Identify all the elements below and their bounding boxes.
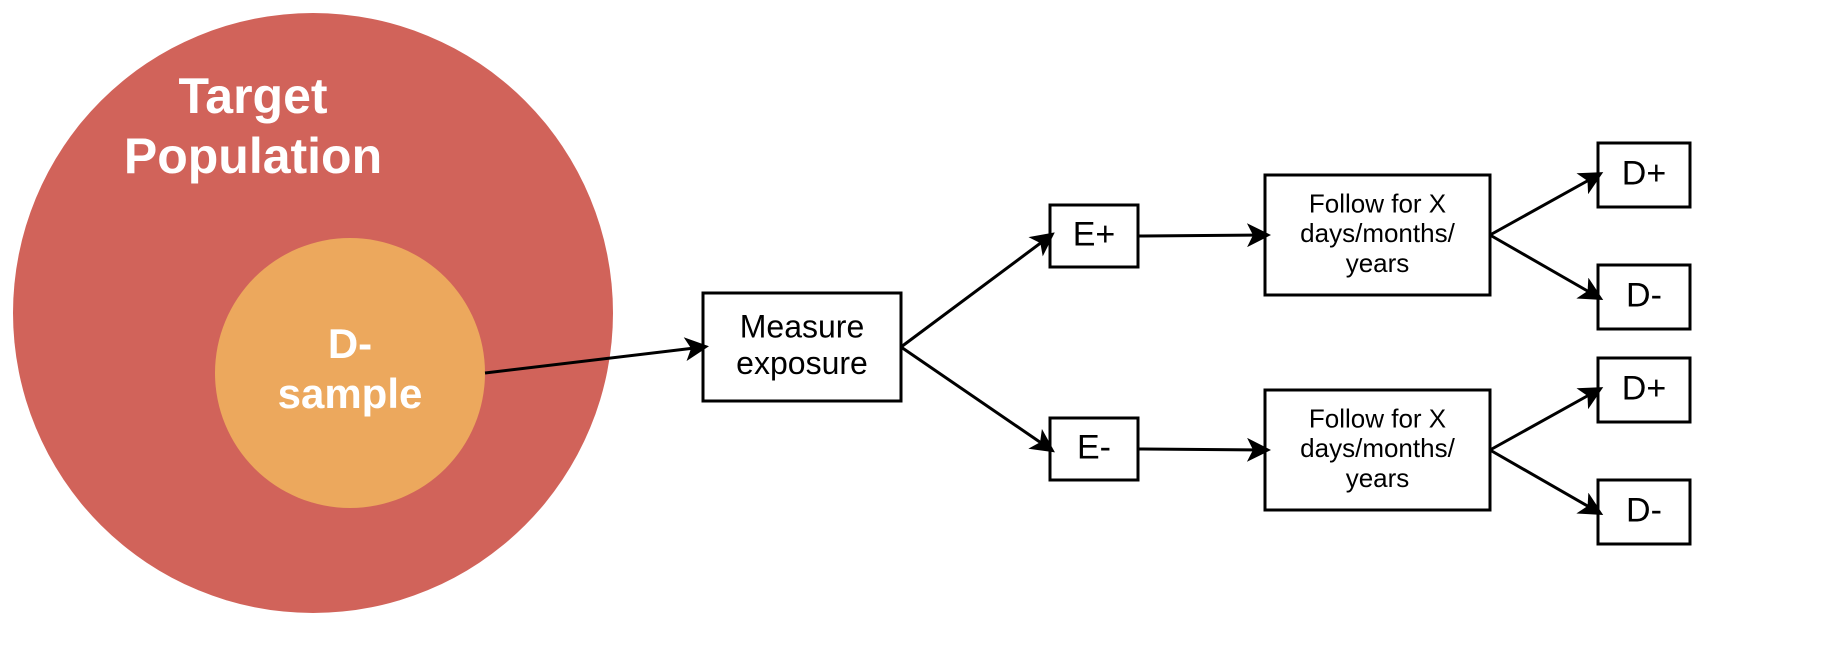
d-minus-top-box: D- — [1598, 265, 1690, 329]
cohort-study-diagram: Target Population D- sample Measure expo… — [0, 0, 1835, 657]
follow-top-label-2: days/months/ — [1300, 218, 1455, 248]
arrow-measure-to-e_plus — [901, 236, 1050, 347]
target-population-label-2: Population — [124, 128, 382, 184]
d-plus-top-label: D+ — [1622, 154, 1666, 192]
follow-top-box: Follow for X days/months/ years — [1265, 175, 1490, 295]
d-plus-top-box: D+ — [1598, 143, 1690, 207]
d-plus-bottom-box: D+ — [1598, 358, 1690, 422]
arrow-e_minus-to-follow_bottom — [1138, 449, 1265, 450]
d-minus-bottom-box: D- — [1598, 480, 1690, 544]
d-minus-sample-label-2: sample — [278, 370, 423, 417]
e-minus-box: E- — [1050, 418, 1138, 480]
measure-exposure-label-1: Measure — [740, 308, 865, 344]
e-plus-box: E+ — [1050, 205, 1138, 267]
arrow-follow_top-to-d_minus_top — [1490, 235, 1598, 297]
arrow-e_plus-to-follow_top — [1138, 235, 1265, 236]
d-minus-top-label: D- — [1626, 276, 1662, 314]
measure-exposure-box: Measure exposure — [703, 293, 901, 401]
d-minus-sample-label-1: D- — [328, 320, 372, 367]
follow-top-label-1: Follow for X — [1309, 188, 1446, 218]
d-plus-bottom-label: D+ — [1622, 369, 1666, 407]
arrow-follow_bottom-to-d_plus_bottom — [1490, 390, 1598, 450]
e-plus-label: E+ — [1073, 215, 1116, 253]
e-minus-label: E- — [1077, 428, 1111, 466]
arrow-measure-to-e_minus — [901, 347, 1050, 449]
follow-top-label-3: years — [1346, 248, 1410, 278]
arrow-follow_top-to-d_plus_top — [1490, 175, 1598, 235]
follow-bottom-label-1: Follow for X — [1309, 403, 1446, 433]
measure-exposure-label-2: exposure — [736, 345, 868, 381]
target-population-label-1: Target — [178, 68, 327, 124]
follow-bottom-label-2: days/months/ — [1300, 433, 1455, 463]
arrow-follow_bottom-to-d_minus_bottom — [1490, 450, 1598, 512]
d-minus-bottom-label: D- — [1626, 491, 1662, 529]
follow-bottom-box: Follow for X days/months/ years — [1265, 390, 1490, 510]
follow-bottom-label-3: years — [1346, 463, 1410, 493]
